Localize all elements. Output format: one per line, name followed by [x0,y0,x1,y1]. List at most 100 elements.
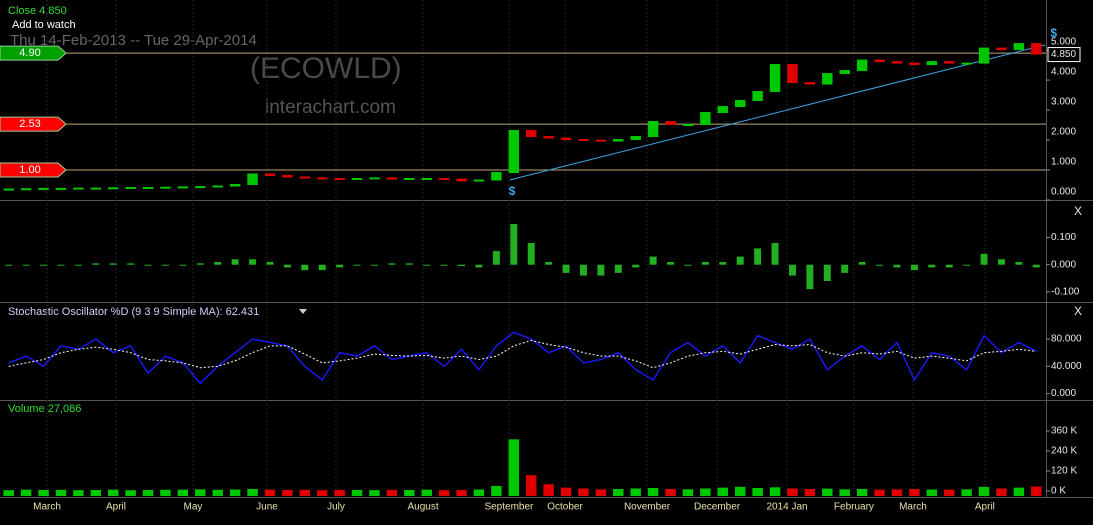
volume-bar [595,489,607,496]
x-tick-label: February [834,502,874,513]
candle [38,187,49,190]
histogram-bar [92,263,100,265]
volume-bar [55,489,67,496]
candle [909,62,920,66]
histogram-bar [127,263,135,265]
histogram-bar [22,264,30,266]
volume-bar [491,486,502,496]
volume-bar [543,484,554,496]
histogram-bar [649,256,657,265]
volume-bar [177,489,189,496]
histogram-bar [893,264,901,268]
x-tick-label: March [33,502,61,513]
add-to-watch[interactable]: Add to watch [12,19,76,31]
candle [787,64,798,84]
histogram-bar [736,256,744,265]
candle [264,173,276,177]
candle [839,70,850,75]
histogram-bar [57,264,65,266]
volume-bar [351,490,363,496]
last-price-label: 4.850 [1051,49,1076,60]
candle [578,139,589,142]
candle [891,61,903,64]
histogram-bar [161,264,169,266]
volume-bar [38,490,49,496]
x-tick-label: 2014 Jan [766,502,807,513]
candle [90,187,102,190]
candle [247,173,258,186]
volume-bar [700,488,711,496]
histogram-bar [719,262,727,265]
volume-bar [107,489,119,496]
candle [125,187,136,190]
volume-bar [682,489,694,496]
x-tick-label: November [624,502,671,513]
y-tick-label: 0.100 [1051,232,1076,243]
volume-bar [943,489,955,496]
histogram-bar [179,264,187,266]
candle [73,187,84,190]
candle [543,136,554,139]
histogram-bar [214,262,222,265]
stochastic-line [8,331,1037,385]
x-tick-label: December [694,502,741,513]
volume-bar [229,489,241,496]
volume-bar [160,489,171,496]
histogram-bar [440,264,448,266]
dropdown-arrow[interactable] [299,309,307,314]
volume-bar [630,488,641,496]
histogram-bar [527,243,535,265]
volume-bar [90,490,102,496]
level-tag [0,116,67,132]
close-panel[interactable]: X [1074,204,1082,218]
volume-bar [578,488,589,496]
histogram-bar [701,262,709,265]
volume-bar [891,489,903,496]
close-panel[interactable]: X [1074,304,1082,318]
y-tick-label: -0.100 [1051,286,1080,297]
histogram-bar [806,264,814,290]
candle [107,187,119,190]
volume-bar [665,489,676,496]
histogram-bar [405,263,413,265]
volume-bar [978,486,990,496]
volume-bar [3,490,14,496]
volume-bar [438,490,450,496]
volume-bar [822,488,833,496]
histogram-bar [771,243,779,265]
volume-bar [613,489,624,496]
histogram-bar [388,263,396,265]
x-tick-label: April [106,502,126,513]
volume-bar [421,489,432,496]
histogram-bar [788,264,796,276]
volume-bar [1013,487,1025,496]
volume-bar [334,490,345,496]
candle [438,178,450,181]
candle [560,137,572,141]
histogram-bar [74,264,82,266]
x-tick-label: March [899,502,927,513]
histogram-bar [475,264,483,268]
volume-bar [247,489,258,496]
candle [282,175,293,178]
candle [525,130,537,138]
candle [1031,43,1042,55]
volume-bar [717,487,729,496]
histogram-bar [945,264,953,268]
histogram-bar [963,264,971,266]
y-tick-label: 0 K [1051,486,1066,497]
histogram-bar [144,264,152,266]
histogram-bar [370,264,378,266]
y-tick-label: 4.000 [1051,67,1076,78]
histogram-bar [492,251,500,265]
histogram-bar [632,264,640,268]
x-tick-label: April [975,502,995,513]
candle [299,176,311,179]
histogram-bar [283,264,291,268]
level-tag [0,45,67,61]
candle [926,61,938,66]
volume-bar [264,489,276,496]
candle [804,82,816,85]
volume-bar [647,488,659,496]
candle [647,121,659,138]
